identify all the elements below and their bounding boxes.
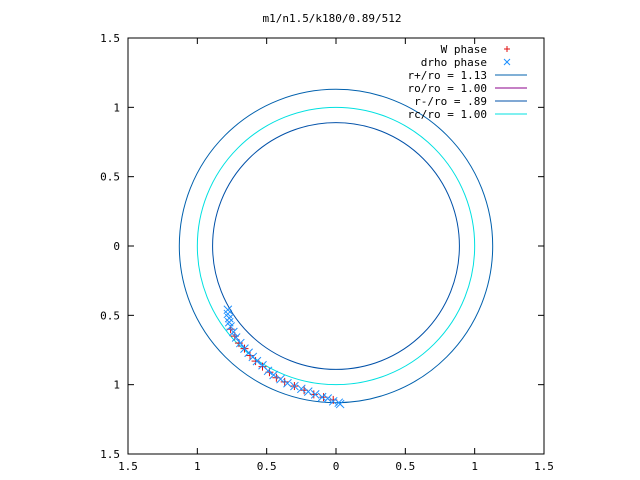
- circles-layer: [178, 88, 494, 404]
- x-tick-label: 0.5: [257, 460, 277, 473]
- drho-phase-point: [335, 399, 345, 409]
- points-layer: [223, 305, 345, 409]
- drho-phase-point: [226, 322, 235, 331]
- y-tick-label: 1.5: [100, 448, 120, 461]
- drho-phase-point: [269, 370, 278, 380]
- legend-label: ro/ro = 1.00: [408, 82, 487, 95]
- drho-phase-point: [303, 387, 313, 396]
- circle-3: [196, 106, 476, 386]
- legend-label: drho phase: [421, 56, 487, 69]
- w-phase-point: [251, 357, 260, 366]
- circle-0: [178, 88, 494, 404]
- drho-phase-point: [235, 338, 245, 348]
- drho-phase-point: [229, 327, 238, 337]
- y-tick-label: 0.5: [100, 309, 120, 322]
- x-tick-label: 1: [194, 460, 201, 473]
- y-tick-label: 0: [113, 240, 120, 253]
- y-tick-label: 1: [113, 101, 120, 114]
- x-tick-label: 1: [471, 460, 478, 473]
- w-phase-point: [280, 377, 289, 386]
- drho-phase-point: [317, 392, 327, 402]
- drho-phase-point: [290, 381, 299, 391]
- drho-phase-point: [276, 374, 285, 384]
- legend-label: W phase: [441, 43, 487, 56]
- drho-phase-point: [323, 394, 333, 403]
- x-tick-label: 0.5: [395, 460, 415, 473]
- drho-phase-point: [223, 305, 233, 315]
- legend-label: rc/ro = 1.00: [408, 108, 487, 121]
- drho-phase-point: [296, 384, 306, 394]
- w-phase-point: [246, 351, 255, 360]
- legend-marker: [504, 46, 510, 52]
- drho-phase-point: [224, 313, 234, 323]
- y-tick-label: 1: [113, 379, 120, 392]
- x-tick-label: 1.5: [118, 460, 138, 473]
- drho-phase-point: [252, 356, 262, 366]
- drho-phase-point: [310, 390, 320, 399]
- ticks-layer: 1.5 1 0.5 0 0.5 1 1.51.510.500.511.5: [100, 32, 554, 473]
- x-tick-label: 1.5: [534, 460, 554, 473]
- y-tick-label: 0.5: [100, 171, 120, 184]
- x-tick-label: 0: [333, 460, 340, 473]
- y-tick-label: 1.5: [100, 32, 120, 45]
- legend-label: r-/ro = .89: [414, 95, 487, 108]
- drho-phase-point: [231, 333, 241, 342]
- w-phase-point: [258, 362, 267, 371]
- circle-2: [212, 122, 460, 370]
- legend-label: r+/ro = 1.13: [408, 69, 487, 82]
- drho-phase-point: [263, 366, 273, 376]
- drho-phase-point: [283, 378, 292, 388]
- drho-phase-point: [328, 396, 338, 406]
- chart-title: m1/n1.5/k180/0.89/512: [262, 12, 401, 25]
- legend-marker: [503, 58, 511, 66]
